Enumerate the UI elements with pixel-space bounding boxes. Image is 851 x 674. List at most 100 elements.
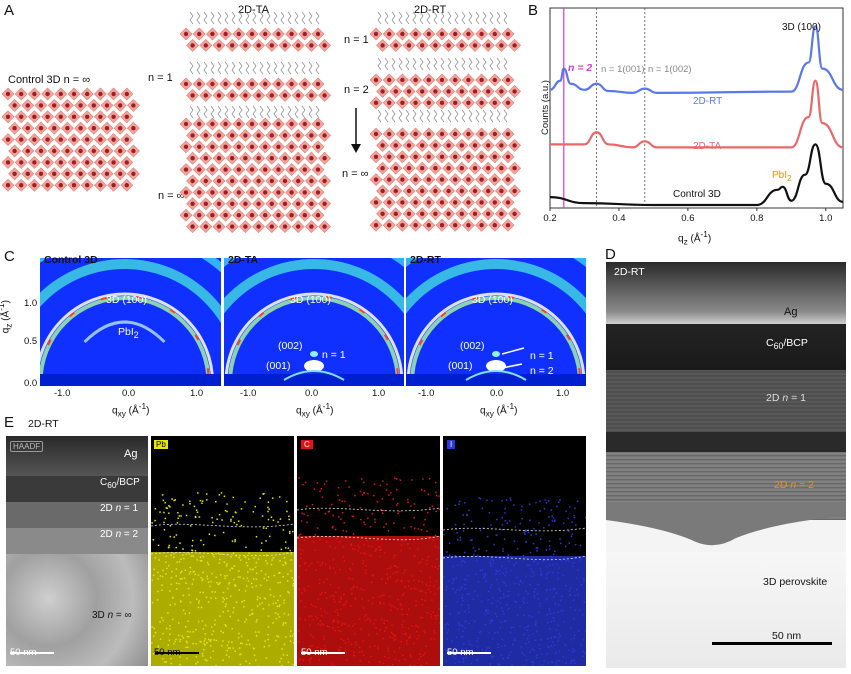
e-ninf: 3D n = ∞ — [92, 610, 132, 621]
c3-xtick-c: 1.0 — [556, 388, 570, 399]
c2-ring-label: 3D (100) — [290, 294, 331, 306]
ta-ninf-slab — [179, 117, 332, 234]
rt-n2-label: n = 2 — [344, 84, 369, 96]
haadf-image — [6, 436, 148, 666]
d-scale: 50 nm — [772, 630, 802, 642]
eds-signal — [443, 497, 586, 666]
horizon-band — [40, 374, 221, 386]
e-scale-c: 50 nm — [301, 647, 328, 658]
c3-001-label: (001) — [448, 360, 473, 372]
c-ytick-05: 0.5 — [24, 336, 38, 347]
label-control: Control 3D — [673, 189, 721, 200]
c3-xtick-b: 0.0 — [490, 388, 504, 399]
d-ag: Ag — [784, 306, 798, 318]
interface-line-2 — [297, 535, 440, 541]
c1-pbi2-label: PbI2 — [118, 326, 139, 341]
ta-chains-top — [189, 11, 320, 25]
ta-chains-mid2 — [189, 105, 320, 119]
c3-xtick-a: -1.0 — [418, 388, 435, 399]
c1-xtick-c: 1.0 — [190, 388, 204, 399]
rt-chains-top — [377, 11, 508, 25]
rt-n1-label: n = 1 — [344, 34, 369, 46]
c-title-ta: 2D-TA — [228, 254, 259, 266]
xtick-label-3: 0.8 — [750, 213, 763, 224]
giwaxs-2dta — [224, 258, 404, 386]
ann-pbi2: PbI2 — [772, 170, 792, 183]
ann-001: n = 1(001) — [601, 64, 645, 75]
d-c60: C60/BCP — [766, 337, 808, 352]
b-xlabel: qz (Å-1) — [678, 229, 712, 247]
panel-label-d: D — [605, 246, 616, 263]
xtick-label-1: 0.4 — [612, 213, 625, 224]
panel-label-a: A — [4, 2, 15, 19]
e-n2: 2D n = 2 — [100, 529, 139, 540]
control-lattice — [1, 87, 140, 192]
giwaxs-2drt — [406, 258, 586, 386]
c3-xlabel: qxy (Å-1) — [480, 401, 518, 419]
c1-ring-label: 3D (100) — [106, 294, 147, 306]
ann-3d100: 3D (100) — [782, 22, 821, 33]
tem-image-d — [606, 262, 846, 668]
series-line-2 — [549, 143, 844, 207]
e-scale-i: 50 nm — [447, 647, 474, 658]
plot-frame — [549, 7, 844, 209]
interface-line — [151, 523, 294, 528]
panel-b: 0.2 0.4 0.6 0.8 1.0 Counts (a.u.) qz (Å-1) n… — [528, 0, 851, 247]
c2-n1-label: n = 1 — [322, 349, 346, 361]
panel-a: Control 3D n = ∞ 2D-TA 2D-RT n = 1 n = ∞… — [0, 0, 525, 245]
giwaxs-control — [40, 258, 221, 386]
c2-xtick-b: 0.0 — [305, 388, 319, 399]
eds-map-i — [443, 436, 586, 666]
d-n2: 2D n = 2 — [774, 479, 814, 491]
panel-label-c: C — [4, 248, 15, 265]
c2-xtick-c: 1.0 — [372, 388, 386, 399]
panel-c: qz (Å-1) 1.0 0.5 0.0 Control 3D 3D (100)… — [0, 248, 600, 418]
xtick-label-0: 0.2 — [543, 213, 556, 224]
c3-n1-label: n = 1 — [530, 350, 554, 362]
rt-chains-mid2 — [377, 109, 508, 123]
c-title-rt: 2D-RT — [410, 254, 441, 266]
c2-001-label: (001) — [266, 360, 291, 372]
e-title: 2D-RT — [28, 418, 59, 430]
ring-1 — [40, 259, 221, 324]
arrow-n1 — [501, 347, 525, 355]
hot-arc — [411, 295, 581, 381]
ring-1 — [224, 259, 404, 314]
control-label: Control 3D n = ∞ — [8, 74, 91, 86]
rt-ninf-label: n = ∞ — [342, 168, 369, 180]
c-title-control: Control 3D — [44, 254, 98, 266]
hot-arc — [40, 295, 210, 381]
ta-n1-slab — [179, 27, 332, 52]
perovskite-structures — [1, 11, 522, 234]
ta-chains-mid — [189, 61, 320, 75]
d-perov: 3D perovskite — [763, 576, 828, 588]
hot-arc — [229, 295, 399, 381]
c3-ring-label: 3D (100) — [472, 294, 513, 306]
c1-xtick-a: -1.0 — [54, 388, 71, 399]
ann-002: n = 1(002) — [648, 64, 692, 75]
arrow-down-icon — [351, 108, 361, 153]
c-ytick-0: 0.0 — [24, 378, 38, 389]
c2-xtick-a: -1.0 — [240, 388, 257, 399]
e-n1: 2D n = 1 — [100, 503, 139, 514]
scale-bar — [301, 652, 345, 654]
c3-002-label: (002) — [460, 340, 485, 352]
c1-xlabel: qxy (Å-1) — [112, 401, 150, 419]
c-ytick-1: 1.0 — [24, 298, 38, 309]
label-2drt: 2D-RT — [693, 96, 723, 107]
panel-label-b: B — [528, 2, 539, 19]
label-2dta: 2D-TA — [693, 141, 722, 152]
arrow-n2 — [501, 363, 523, 369]
c2-xlabel: qxy (Å-1) — [296, 401, 334, 419]
low-q-arc — [283, 370, 345, 381]
c3-n2-label: n = 2 — [530, 365, 554, 377]
b-ylabel: Counts (a.u.) — [539, 80, 551, 135]
n1-spot — [492, 351, 500, 357]
ann-n2: n = 2 — [568, 62, 593, 74]
low-q-arc — [465, 370, 527, 381]
interface-line-2 — [151, 551, 294, 557]
panel-label-e: E — [4, 414, 15, 431]
xtick-label-4: 1.0 — [819, 213, 832, 224]
series-line-1 — [549, 79, 844, 149]
rt-title: 2D-RT — [414, 4, 447, 16]
